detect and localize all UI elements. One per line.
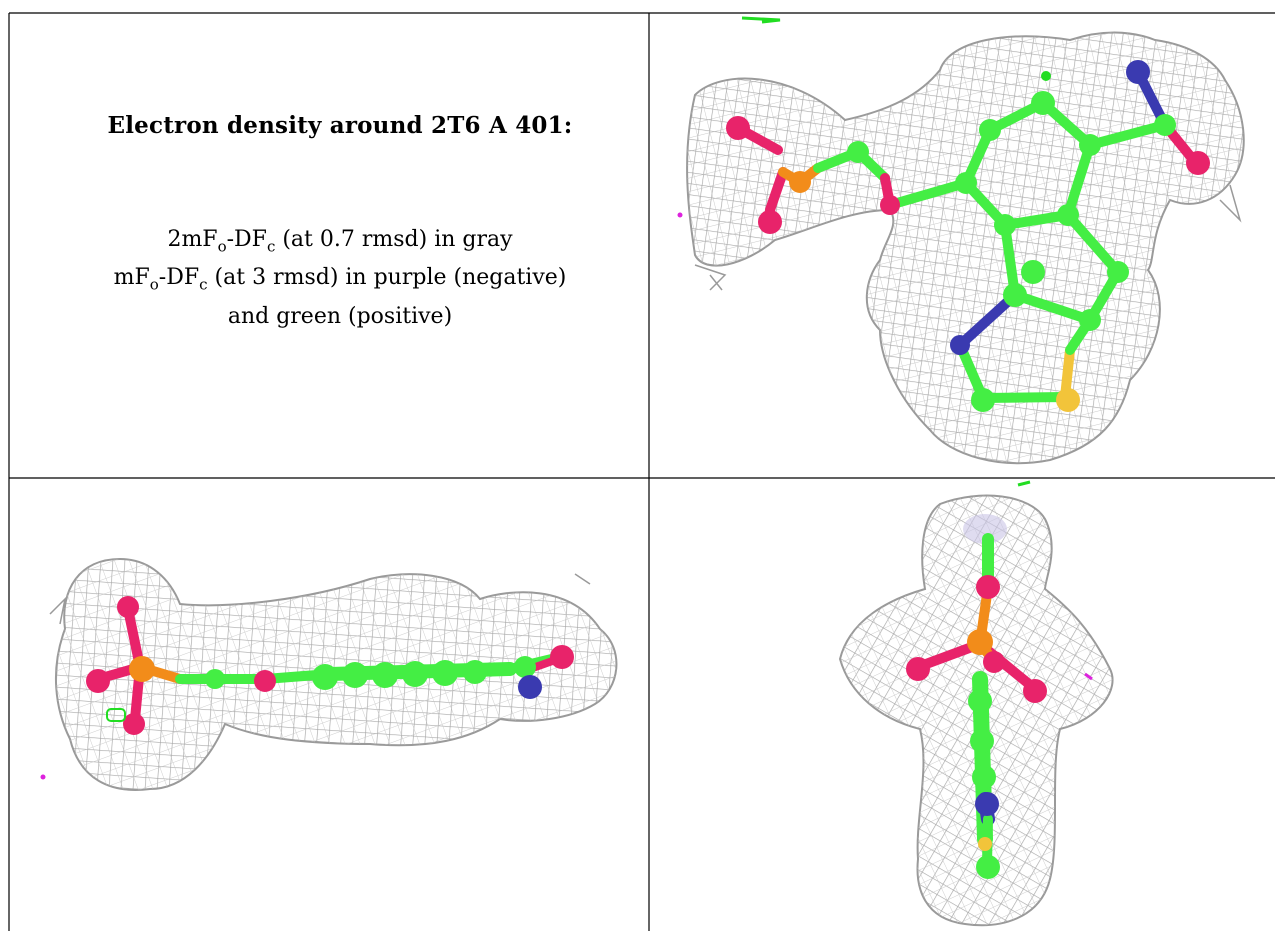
nitrogen-atom bbox=[950, 335, 970, 355]
oxygen-atom bbox=[86, 669, 110, 693]
phosphorus-atom bbox=[789, 171, 811, 193]
carbon-atom bbox=[514, 656, 536, 678]
legend-line-colors: and green (positive) bbox=[227, 303, 453, 329]
edge-on-molecule-view bbox=[40, 557, 618, 791]
carbon-atom bbox=[1107, 261, 1129, 283]
difference-density-blobs bbox=[40, 708, 126, 780]
legend-line-fo-fc: mFo-DFc (at 3 rmsd) in purple (negative) bbox=[113, 265, 567, 294]
figure-title: Electron density around 2T6 A 401: bbox=[107, 112, 573, 139]
oxygen-atom bbox=[117, 596, 139, 618]
oxygen-atom bbox=[983, 651, 1005, 673]
carbon-atom bbox=[968, 689, 992, 713]
carbon-atom bbox=[372, 662, 398, 688]
nitrogen-atom bbox=[1126, 60, 1150, 84]
oxygen-atom bbox=[123, 713, 145, 735]
nitrogen-atom bbox=[518, 675, 542, 699]
carbon-atom bbox=[979, 119, 1001, 141]
end-on-molecule-view bbox=[838, 480, 1114, 927]
view-bottom-left bbox=[10, 479, 648, 931]
sulfur-atom bbox=[978, 837, 992, 851]
difference-density-blobs bbox=[1017, 480, 1093, 681]
molecule-atoms bbox=[726, 60, 1210, 412]
carbon-atom bbox=[994, 214, 1016, 236]
carbon-atom bbox=[312, 664, 338, 690]
density-legend: 2mFo-DFc (at 0.7 rmsd) in gray mFo-DFc (… bbox=[30, 224, 648, 333]
carbon-atom bbox=[955, 172, 977, 194]
sulfur-atom bbox=[1056, 388, 1080, 412]
carbon-atom bbox=[1031, 91, 1055, 115]
carbon-atom bbox=[1057, 204, 1079, 226]
oxygen-atom bbox=[550, 645, 574, 669]
oxygen-atom bbox=[254, 670, 276, 692]
carbon-atom bbox=[1154, 114, 1176, 136]
view-top-right bbox=[650, 0, 1275, 477]
molecule-atoms bbox=[906, 575, 1047, 879]
phosphorus-atom bbox=[967, 629, 993, 655]
carbon-atom bbox=[1021, 260, 1045, 284]
molecule-atoms bbox=[86, 596, 574, 735]
difference-density-blobs bbox=[677, 16, 1051, 218]
carbon-atom bbox=[463, 660, 487, 684]
face-on-molecule-view bbox=[677, 16, 1245, 465]
carbon-atom bbox=[402, 661, 428, 687]
nitrogen-atom bbox=[975, 792, 999, 816]
oxygen-atom bbox=[880, 195, 900, 215]
description-cell: Electron density around 2T6 A 401: 2mFo-… bbox=[10, 14, 648, 477]
carbon-atom bbox=[205, 669, 225, 689]
carbon-atom bbox=[1079, 134, 1101, 156]
carbon-atom bbox=[970, 729, 994, 753]
carbon-atom bbox=[432, 660, 458, 686]
carbon-atom bbox=[847, 141, 869, 163]
legend-line-2fo-fc: 2mFo-DFc (at 0.7 rmsd) in gray bbox=[167, 227, 513, 256]
carbon-atom bbox=[342, 662, 368, 688]
oxygen-atom bbox=[976, 575, 1000, 599]
carbon-atom bbox=[972, 765, 996, 789]
oxygen-atom bbox=[906, 657, 930, 681]
oxygen-atom bbox=[758, 210, 782, 234]
oxygen-atom bbox=[1023, 679, 1047, 703]
carbon-atom bbox=[1079, 309, 1101, 331]
oxygen-atom bbox=[1186, 151, 1210, 175]
carbon-atom bbox=[976, 855, 1000, 879]
phosphorus-atom bbox=[129, 656, 155, 682]
carbon-atom bbox=[1003, 283, 1027, 307]
density-mesh-2fo-fc bbox=[686, 31, 1245, 465]
carbon-atom bbox=[971, 388, 995, 412]
oxygen-atom bbox=[726, 116, 750, 140]
view-bottom-right bbox=[650, 479, 1275, 931]
